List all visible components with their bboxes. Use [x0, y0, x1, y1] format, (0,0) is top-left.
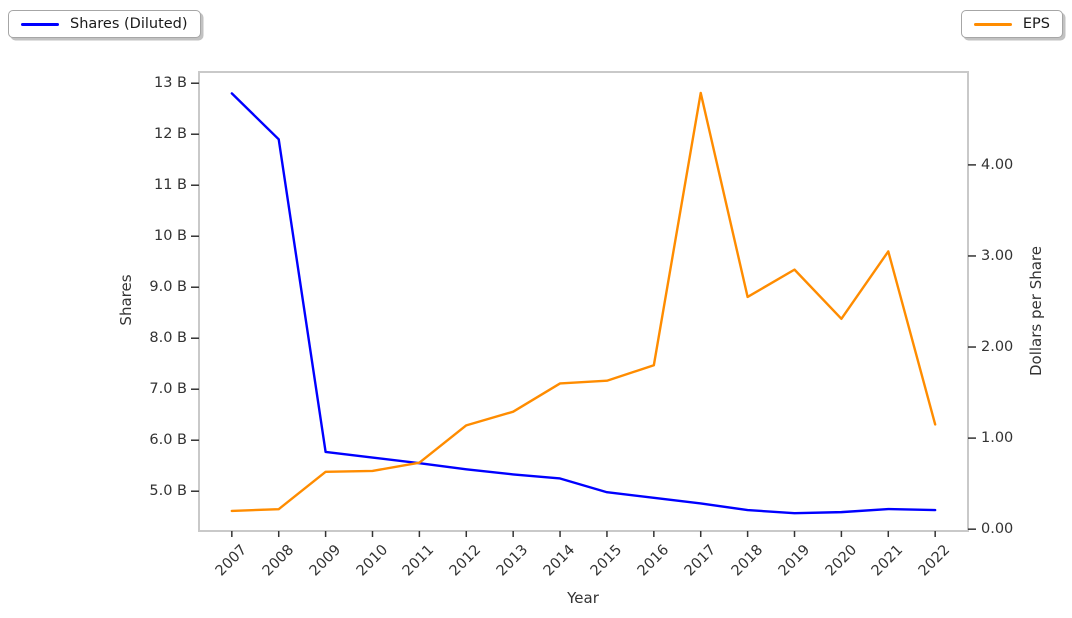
- legend-shares[interactable]: Shares (Diluted): [8, 10, 201, 38]
- x-axis-title: Year: [567, 589, 599, 607]
- shares-line: [230, 92, 937, 515]
- legend-shares-label: Shares (Diluted): [70, 16, 188, 32]
- left-axis-title: Shares: [117, 274, 135, 326]
- eps-line-swatch: [973, 22, 1012, 26]
- plot-frame: [198, 71, 969, 532]
- shares-line-swatch: [21, 22, 59, 26]
- legend-eps[interactable]: EPS: [960, 10, 1063, 38]
- eps-line: [230, 91, 937, 513]
- legend-eps-label: EPS: [1022, 16, 1050, 32]
- right-axis-title: Dollars per Share: [1027, 246, 1045, 376]
